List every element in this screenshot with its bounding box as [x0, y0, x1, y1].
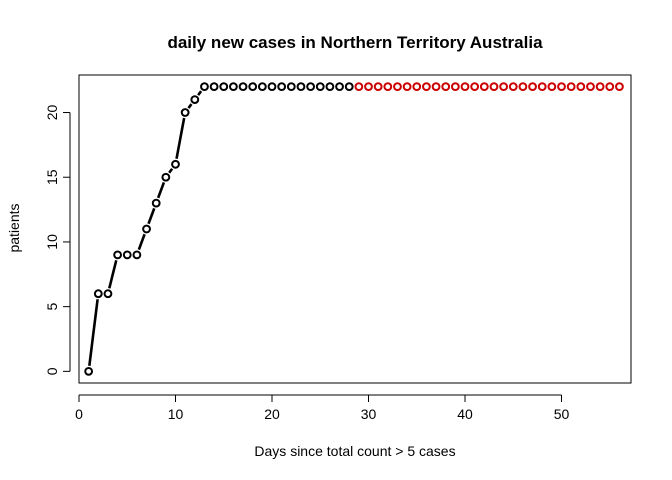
- data-point: [142, 224, 151, 234]
- x-axis: 0 10 20 30 40 50: [75, 394, 570, 422]
- data-point: [364, 82, 373, 92]
- data-point: [518, 82, 528, 92]
- data-point: [122, 250, 132, 260]
- data-point: [306, 82, 316, 92]
- data-point: [229, 82, 238, 92]
- series-line-segment: [147, 207, 156, 225]
- data-point: [267, 82, 277, 92]
- data-point: [460, 82, 470, 92]
- x-tick-label: 20: [264, 406, 280, 422]
- data-point: [171, 159, 180, 169]
- data-point: [566, 82, 576, 92]
- series-line-segment: [88, 299, 99, 366]
- data-point: [257, 82, 267, 92]
- data-point: [151, 198, 161, 208]
- data-point: [132, 250, 142, 260]
- data-point: [450, 82, 460, 92]
- y-axis: 0 5 10 15 20: [44, 105, 71, 375]
- series-line-segment: [168, 168, 174, 174]
- data-point: [190, 95, 200, 104]
- data-point: [586, 82, 595, 92]
- data-point: [383, 82, 393, 92]
- x-tick-label: 50: [554, 406, 570, 422]
- data-point: [605, 82, 615, 92]
- data-point: [528, 82, 537, 92]
- data-point: [470, 82, 480, 92]
- x-tick-label: 30: [361, 406, 377, 422]
- data-point: [557, 82, 566, 92]
- data-point: [161, 172, 171, 182]
- y-tick-label: 15: [44, 169, 60, 185]
- data-point: [200, 82, 209, 92]
- data-point: [84, 366, 94, 376]
- chart-title: daily new cases in Northern Territory Au…: [167, 33, 543, 52]
- data-point: [219, 82, 229, 92]
- data-point: [354, 82, 364, 92]
- data-point: [315, 82, 325, 92]
- data-point: [344, 82, 354, 92]
- x-tick-label: 0: [75, 406, 83, 422]
- data-point: [373, 82, 383, 92]
- series-1: [84, 82, 354, 376]
- data-point: [93, 289, 103, 299]
- data-point: [180, 108, 190, 117]
- data-point: [537, 82, 547, 92]
- data-point: [113, 250, 123, 260]
- data-point: [325, 82, 335, 92]
- series-line-segment: [175, 117, 186, 160]
- series-2: [354, 82, 624, 92]
- data-point: [277, 82, 287, 92]
- data-point: [547, 82, 557, 92]
- data-point: [402, 82, 412, 92]
- y-tick-label: 5: [44, 303, 60, 311]
- data-point: [248, 82, 258, 92]
- series-line-segment: [156, 182, 166, 199]
- series-line-segment: [108, 260, 118, 289]
- x-tick-label: 40: [457, 406, 473, 422]
- data-point: [412, 82, 422, 92]
- data-point: [422, 82, 431, 92]
- data-point: [441, 82, 451, 92]
- series-layer: [84, 82, 624, 376]
- series-line-segment: [137, 233, 146, 251]
- data-point: [296, 82, 306, 92]
- data-point: [615, 82, 624, 92]
- x-tick-label: 10: [168, 406, 184, 422]
- plot-frame: [78, 74, 632, 384]
- data-point: [103, 289, 113, 299]
- series-line-segment: [187, 103, 193, 109]
- data-point: [595, 82, 605, 92]
- data-point: [479, 82, 489, 92]
- data-point: [576, 82, 586, 92]
- series-line-segment: [197, 90, 203, 96]
- data-point: [286, 82, 296, 92]
- data-point: [499, 82, 509, 92]
- data-point: [393, 82, 402, 92]
- x-axis-label: Days since total count > 5 cases: [254, 443, 455, 459]
- y-tick-label: 0: [44, 367, 60, 375]
- data-point: [431, 82, 441, 92]
- data-point: [209, 82, 219, 92]
- y-axis-label: patients: [6, 203, 22, 252]
- data-point: [508, 82, 518, 92]
- data-point: [238, 82, 248, 92]
- y-tick-label: 20: [44, 105, 60, 121]
- data-point: [335, 82, 344, 92]
- data-point: [489, 82, 499, 92]
- y-tick-label: 10: [44, 234, 60, 250]
